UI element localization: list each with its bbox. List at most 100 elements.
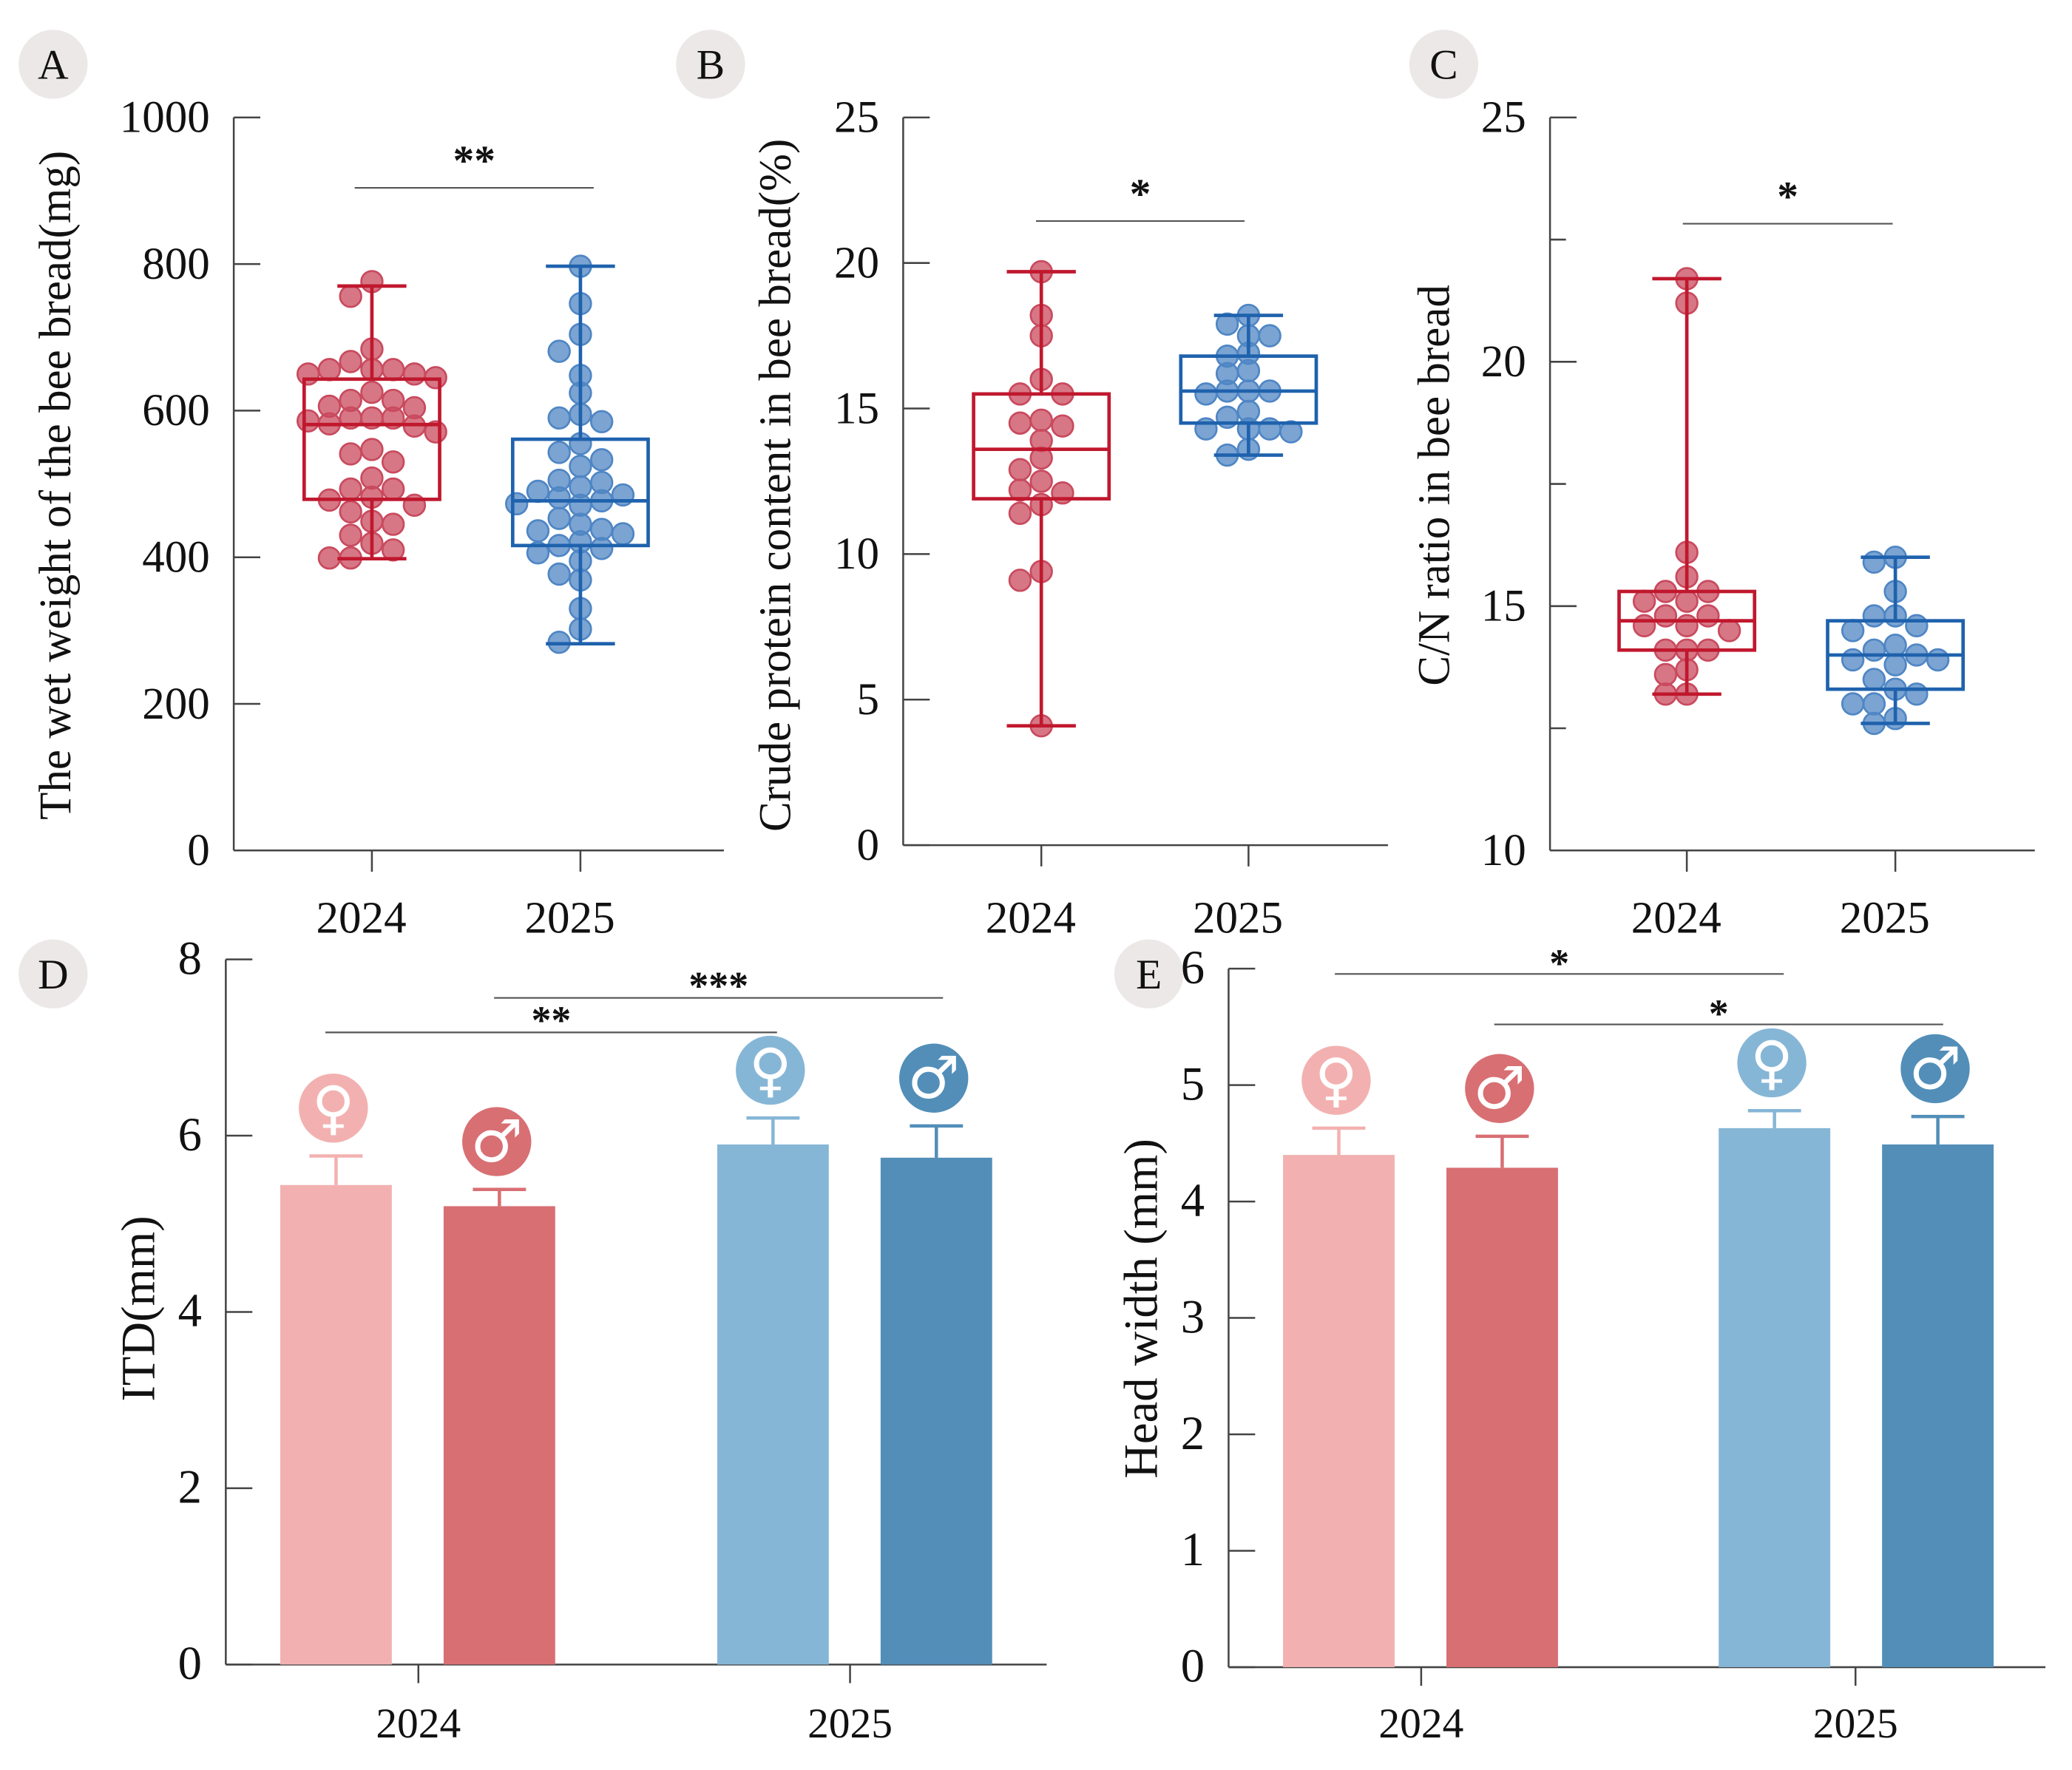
y-tick-label: 0	[187, 826, 210, 875]
x-tick-label: 2025	[1813, 1701, 1898, 1747]
data-point	[1194, 382, 1218, 406]
data-point	[569, 493, 592, 518]
female-icon: ♀	[1750, 1029, 1793, 1097]
y-axis-label: Head width (mm)	[1114, 1139, 1167, 1479]
significance-label: *	[1777, 174, 1798, 220]
data-point	[381, 512, 405, 536]
y-tick-label: 600	[142, 386, 210, 435]
data-point	[1029, 469, 1053, 493]
panel-label: C	[1429, 42, 1457, 89]
data-point	[526, 541, 550, 565]
panel-label-badge	[1114, 939, 1184, 1009]
y-tick-label: 800	[142, 240, 210, 289]
box-group-2025	[1826, 545, 1966, 736]
box-group-2024	[296, 270, 447, 570]
panel-a: A 0 200 400 600 800 1000 The wet weight of the …	[18, 30, 724, 943]
data-point	[1632, 614, 1656, 637]
y-tick-label: 1	[1181, 1522, 1205, 1576]
female-icon: ♀	[1315, 1046, 1358, 1114]
data-point	[1905, 614, 1929, 637]
bar-group: ♀	[1719, 1028, 1831, 1667]
panel-label: B	[697, 42, 725, 89]
data-point	[1008, 501, 1032, 525]
box	[972, 392, 1111, 501]
y-tick-label: 5	[857, 675, 880, 725]
y-tick-label: 15	[834, 384, 879, 433]
data-point	[1215, 312, 1239, 336]
data-point	[360, 380, 384, 404]
data-point	[1258, 324, 1282, 347]
data-point	[1841, 648, 1865, 672]
data-point	[1236, 359, 1261, 383]
y-tick-label: 0	[178, 1636, 202, 1689]
data-point	[1279, 420, 1303, 444]
data-point	[339, 442, 362, 466]
male-icon: ♂	[470, 1108, 523, 1176]
y-axis-label: The wet weight of the bee bread(mg)	[31, 151, 81, 820]
data-point	[547, 441, 571, 464]
female-icon-badge	[299, 1074, 368, 1143]
data-point	[1862, 692, 1886, 716]
box-group-2024	[1617, 267, 1757, 706]
data-point	[547, 486, 571, 510]
panel-label-badge	[18, 30, 88, 99]
male-icon: ♂	[1473, 1054, 1526, 1122]
male-icon: ♂	[1909, 1034, 1962, 1102]
data-point	[526, 519, 550, 543]
data-point	[504, 492, 529, 516]
y-tick-label: 6	[1181, 940, 1205, 994]
data-point	[296, 409, 320, 433]
y-tick-label: 8	[178, 931, 202, 984]
x-tick-label: 2024	[1378, 1701, 1463, 1747]
data-point	[526, 479, 550, 503]
data-point	[589, 518, 614, 541]
data-point	[589, 410, 614, 434]
y-tick-label: 1000	[120, 93, 210, 143]
y-tick-label: 2	[1181, 1406, 1205, 1459]
x-tick-label: 2024	[376, 1701, 461, 1747]
male-icon-badge	[462, 1107, 532, 1176]
data-point	[547, 562, 571, 586]
bar	[717, 1144, 829, 1665]
data-point	[381, 538, 405, 562]
x-tick-label: 2024	[1631, 894, 1721, 943]
female-icon-badge	[1301, 1045, 1371, 1115]
data-point	[296, 362, 320, 386]
y-tick-label: 3	[1181, 1289, 1205, 1343]
y-tick-label: 400	[142, 532, 210, 582]
bar	[1446, 1167, 1558, 1667]
data-point	[360, 466, 384, 490]
data-point	[339, 350, 362, 373]
data-point	[1029, 408, 1053, 433]
data-point	[381, 450, 405, 474]
data-point	[360, 438, 384, 461]
y-tick-label: 20	[834, 238, 879, 288]
significance-label: *	[1130, 171, 1151, 217]
data-point	[1862, 604, 1886, 628]
data-point	[1862, 668, 1886, 691]
bar-group: ♀	[717, 1035, 829, 1665]
bar	[1719, 1128, 1831, 1667]
data-point	[381, 477, 405, 501]
x-tick-label: 2024	[986, 894, 1076, 943]
bar	[880, 1157, 992, 1665]
data-point	[1008, 411, 1032, 435]
y-tick-label: 0	[1181, 1639, 1205, 1692]
bar-group: ♀	[280, 1074, 392, 1665]
data-point	[589, 537, 614, 560]
y-tick-label: 2	[178, 1460, 202, 1513]
data-point	[317, 358, 342, 382]
data-point	[1883, 653, 1907, 677]
bar-group: ♂	[880, 1043, 992, 1665]
significance-label: **	[531, 998, 571, 1042]
y-tick-label: 0	[857, 821, 880, 870]
x-tick-label: 2024	[316, 894, 407, 943]
data-point	[339, 523, 362, 547]
panel-label-badge	[1409, 30, 1479, 99]
data-point	[547, 506, 571, 530]
panel-label: D	[38, 952, 69, 998]
y-tick-label: 15	[1481, 582, 1526, 631]
x-tick-label: 2025	[525, 894, 615, 943]
